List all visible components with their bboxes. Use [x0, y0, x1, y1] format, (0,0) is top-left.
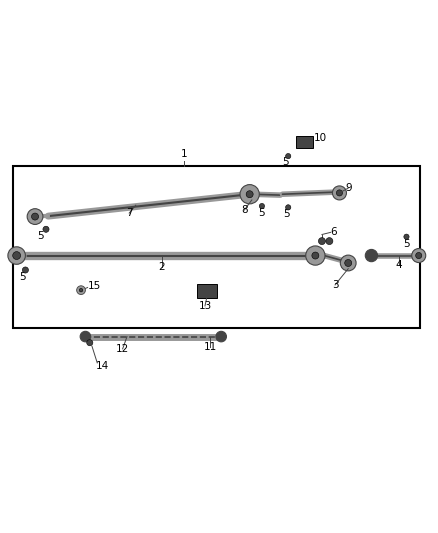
Circle shape	[306, 246, 325, 265]
Circle shape	[336, 190, 343, 196]
Circle shape	[340, 255, 356, 271]
Bar	[296, 135, 313, 148]
Circle shape	[43, 226, 49, 232]
Text: 5: 5	[283, 209, 290, 220]
Text: 5: 5	[19, 272, 26, 282]
Circle shape	[77, 286, 85, 295]
Circle shape	[286, 154, 291, 159]
Text: 5: 5	[37, 231, 44, 241]
Circle shape	[79, 288, 83, 292]
Circle shape	[326, 238, 333, 245]
Text: 7: 7	[126, 208, 133, 218]
Text: 14: 14	[96, 361, 110, 372]
Text: 5: 5	[282, 157, 289, 167]
Circle shape	[32, 213, 39, 220]
Bar	[197, 285, 216, 297]
Circle shape	[22, 267, 28, 273]
Circle shape	[240, 184, 259, 204]
Text: 10: 10	[314, 133, 327, 143]
Bar	[13, 166, 420, 328]
Circle shape	[13, 252, 21, 260]
Text: 9: 9	[345, 183, 352, 193]
Circle shape	[318, 238, 325, 245]
Text: 5: 5	[258, 208, 265, 218]
Circle shape	[312, 252, 319, 259]
Circle shape	[27, 209, 43, 224]
Circle shape	[332, 186, 346, 200]
Circle shape	[416, 253, 422, 259]
Circle shape	[404, 234, 409, 239]
Text: 13: 13	[198, 301, 212, 311]
Text: 15: 15	[88, 281, 101, 291]
Circle shape	[216, 332, 226, 342]
Text: 6: 6	[330, 227, 337, 237]
Circle shape	[87, 340, 93, 346]
Text: 1: 1	[180, 149, 187, 159]
Circle shape	[259, 204, 265, 209]
Text: 4: 4	[395, 260, 402, 270]
Text: 3: 3	[332, 280, 339, 290]
Text: 8: 8	[241, 205, 248, 215]
Circle shape	[412, 248, 426, 263]
Text: 12: 12	[116, 344, 129, 354]
Text: 11: 11	[204, 342, 217, 352]
Circle shape	[246, 191, 253, 198]
Circle shape	[286, 205, 291, 210]
Text: 5: 5	[403, 239, 410, 249]
Circle shape	[80, 332, 91, 342]
Text: 2: 2	[159, 262, 166, 271]
Circle shape	[8, 247, 25, 264]
Circle shape	[345, 260, 352, 266]
Circle shape	[365, 249, 378, 262]
